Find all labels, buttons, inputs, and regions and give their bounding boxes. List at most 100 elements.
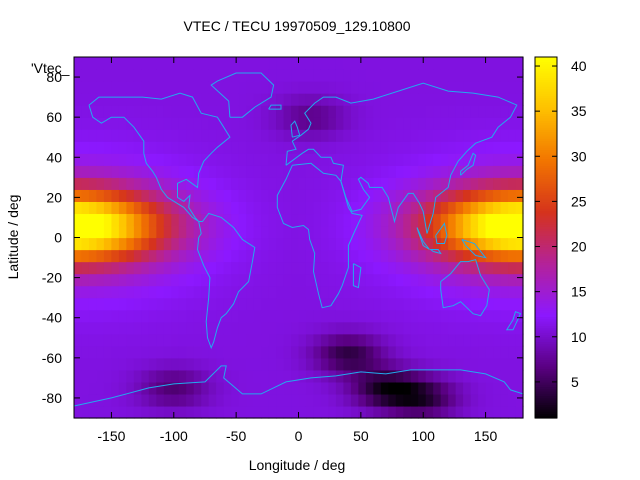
heatmap-cell xyxy=(470,393,479,407)
heatmap-cell xyxy=(418,57,427,70)
colorbar-cell xyxy=(535,411,557,415)
heatmap-cell xyxy=(103,237,113,251)
heatmap-cell xyxy=(403,357,412,371)
heatmap-cell xyxy=(418,309,427,323)
heatmap-cell xyxy=(485,369,494,383)
heatmap-cell xyxy=(373,357,382,371)
heatmap-cell xyxy=(313,261,322,275)
heatmap-cell xyxy=(103,189,113,202)
heatmap-cell xyxy=(201,177,210,190)
heatmap-cell xyxy=(380,381,389,395)
heatmap-cell xyxy=(485,81,494,94)
heatmap-cell xyxy=(246,189,255,202)
heatmap-cell xyxy=(373,153,382,166)
heatmap-cell xyxy=(193,273,202,287)
heatmap-cell xyxy=(246,369,255,383)
heatmap-cell xyxy=(298,177,307,190)
heatmap-cell xyxy=(433,261,442,275)
heatmap-cell xyxy=(81,189,90,202)
heatmap-cell xyxy=(88,57,98,70)
heatmap-cell xyxy=(335,333,344,347)
colorbar-cell xyxy=(535,386,557,390)
heatmap-cell xyxy=(298,189,307,202)
heatmap-cell xyxy=(350,237,359,251)
heatmap-cell xyxy=(148,177,157,190)
heatmap-cell xyxy=(276,357,285,371)
heatmap-cell xyxy=(223,273,232,287)
heatmap-cell xyxy=(508,285,517,299)
heatmap-cell xyxy=(186,261,195,275)
heatmap-cell xyxy=(163,357,172,371)
colorbar-cell xyxy=(535,384,557,388)
heatmap-cell xyxy=(216,177,225,190)
colorbar-cell xyxy=(535,169,557,173)
heatmap-cell xyxy=(358,225,367,239)
heatmap-cell xyxy=(373,189,382,202)
heatmap-cell xyxy=(373,201,382,215)
heatmap-cell xyxy=(148,237,157,251)
heatmap-cell xyxy=(193,225,202,239)
heatmap-cell xyxy=(156,345,165,359)
heatmap-cell xyxy=(96,321,105,335)
heatmap-cell xyxy=(163,345,172,359)
heatmap-cell xyxy=(223,189,232,202)
heatmap-cell xyxy=(463,129,472,142)
colorbar-cell xyxy=(535,68,557,72)
colorbar-cell xyxy=(535,138,557,142)
heatmap-cell xyxy=(103,297,113,311)
heatmap-cell xyxy=(395,405,404,419)
heatmap-cell xyxy=(448,297,457,311)
heatmap-cell xyxy=(418,141,427,154)
heatmap-cell xyxy=(268,237,277,251)
heatmap-cell xyxy=(380,357,389,371)
heatmap-cell xyxy=(238,285,247,299)
heatmap-cell xyxy=(231,57,240,70)
heatmap-cell xyxy=(74,129,83,142)
heatmap-cell xyxy=(433,165,442,178)
heatmap-cell xyxy=(163,297,172,311)
heatmap-cell xyxy=(463,321,472,335)
heatmap-cell xyxy=(515,345,524,359)
heatmap-cell xyxy=(208,69,217,82)
heatmap-cell xyxy=(500,141,509,154)
colorbar-cell xyxy=(535,296,557,300)
heatmap-cell xyxy=(178,321,187,335)
heatmap-cell xyxy=(410,165,419,178)
heatmap-cell xyxy=(186,297,195,311)
colorbar-cell xyxy=(535,84,557,87)
heatmap-cell xyxy=(478,345,487,359)
heatmap-cell xyxy=(478,297,487,311)
heatmap-cell xyxy=(305,213,315,227)
heatmap-cell xyxy=(111,333,120,347)
heatmap-cell xyxy=(313,393,322,407)
heatmap-cell xyxy=(515,405,524,419)
colorbar-cell xyxy=(535,88,557,92)
heatmap-cell xyxy=(493,201,502,215)
heatmap-cell xyxy=(126,357,135,371)
heatmap-cell xyxy=(178,345,187,359)
heatmap-cell xyxy=(201,225,210,239)
heatmap-cell xyxy=(433,105,442,118)
heatmap-cell xyxy=(515,105,524,118)
heatmap-cell xyxy=(358,189,367,202)
heatmap-cell xyxy=(231,225,240,239)
colorbar-cell xyxy=(535,126,557,130)
colorbar-cell xyxy=(535,203,557,207)
heatmap-cell xyxy=(246,129,255,142)
heatmap-cell xyxy=(171,309,180,323)
heatmap-cell xyxy=(313,237,322,251)
heatmap-cell xyxy=(313,69,322,82)
heatmap-cell xyxy=(305,81,315,94)
heatmap-cell xyxy=(425,81,434,94)
heatmap-cell xyxy=(186,249,195,263)
heatmap-cell xyxy=(276,105,285,118)
y-tick-label: -60 xyxy=(42,350,62,366)
heatmap-cell xyxy=(156,117,165,130)
colorbar-cell xyxy=(535,251,557,254)
heatmap-cell xyxy=(208,237,217,251)
heatmap-cell xyxy=(448,177,457,190)
heatmap-cell xyxy=(515,189,524,202)
heatmap-cell xyxy=(133,141,142,154)
heatmap-cell xyxy=(440,357,449,371)
heatmap-cell xyxy=(163,69,172,82)
